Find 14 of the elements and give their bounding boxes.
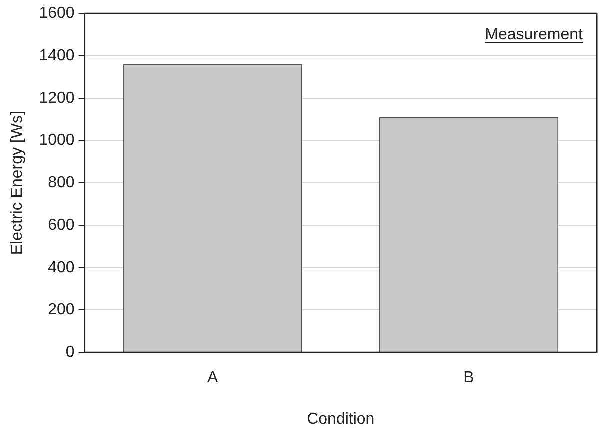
y-tick-label: 1400 xyxy=(39,47,75,64)
y-tick-label: 800 xyxy=(48,174,75,192)
y-tick-label: 1000 xyxy=(39,132,75,150)
y-tick-label: 1200 xyxy=(39,90,75,107)
y-axis-title: Electric Energy [Ws] xyxy=(9,111,26,256)
x-axis-title: Condition xyxy=(307,410,375,428)
annotation: Measurement xyxy=(485,26,584,44)
y-tick-label: 0 xyxy=(66,344,75,362)
y-tick-label: 200 xyxy=(48,302,75,319)
x-tick-label: B xyxy=(464,370,474,387)
x-tick-label: A xyxy=(208,370,219,387)
y-tick-label: 1600 xyxy=(39,5,75,22)
y-tick-label: 600 xyxy=(48,216,75,234)
y-tick-label: 400 xyxy=(48,259,75,276)
